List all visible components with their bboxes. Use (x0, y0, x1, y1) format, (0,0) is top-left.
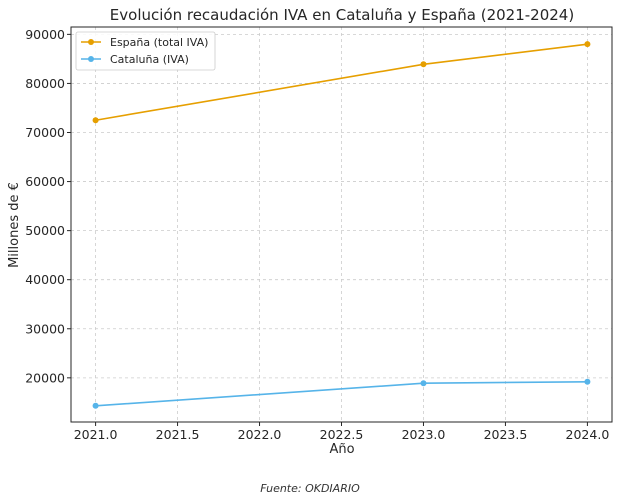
data-point (584, 378, 591, 385)
y-tick-label: 70000 (25, 125, 65, 140)
y-tick-label: 50000 (25, 223, 65, 238)
y-tick-label: 80000 (25, 76, 65, 91)
legend-label-cataluna: Cataluña (IVA) (110, 53, 189, 66)
series-layer (92, 41, 591, 409)
data-point (92, 402, 99, 409)
data-point (92, 117, 99, 124)
legend: España (total IVA) Cataluña (IVA) (75, 31, 216, 71)
x-tick-label: 2021.5 (156, 427, 200, 442)
legend-box (75, 31, 216, 71)
source-note: Fuente: OKDIARIO (260, 482, 360, 495)
data-point (584, 41, 591, 48)
legend-marker-espana (88, 39, 94, 45)
x-tick-label: 2022.5 (320, 427, 364, 442)
x-tick-label: 2023.5 (484, 427, 528, 442)
y-tick-label: 30000 (25, 321, 65, 336)
y-axis-ticks: 20000 30000 40000 50000 60000 70000 80000 90000 (25, 27, 71, 385)
x-tick-label: 2022.0 (238, 427, 282, 442)
data-point (420, 380, 427, 387)
y-tick-label: 90000 (25, 27, 65, 42)
x-axis-ticks: 2021.0 2021.5 2022.0 2022.5 2023.0 2023.5 2024… (74, 422, 610, 442)
x-tick-label: 2023.0 (402, 427, 446, 442)
y-tick-label: 60000 (25, 174, 65, 189)
grid (71, 27, 612, 422)
data-point (420, 61, 427, 68)
legend-entry-espana: España (total IVA) (81, 36, 208, 49)
legend-entry-cataluna: Cataluña (IVA) (81, 53, 189, 66)
chart-title: Evolución recaudación IVA en Cataluña y … (110, 6, 574, 24)
y-tick-label: 20000 (25, 370, 65, 385)
x-tick-label: 2024.0 (566, 427, 610, 442)
plot-frame (70, 26, 613, 423)
y-axis-label: Millones de € (7, 182, 22, 268)
x-axis-label: Año (329, 442, 354, 457)
legend-label-espana: España (total IVA) (110, 36, 208, 49)
series-0 (92, 41, 591, 124)
x-tick-label: 2021.0 (74, 427, 118, 442)
legend-marker-cataluna (88, 56, 94, 62)
series-1 (92, 378, 591, 409)
y-tick-label: 40000 (25, 272, 65, 287)
